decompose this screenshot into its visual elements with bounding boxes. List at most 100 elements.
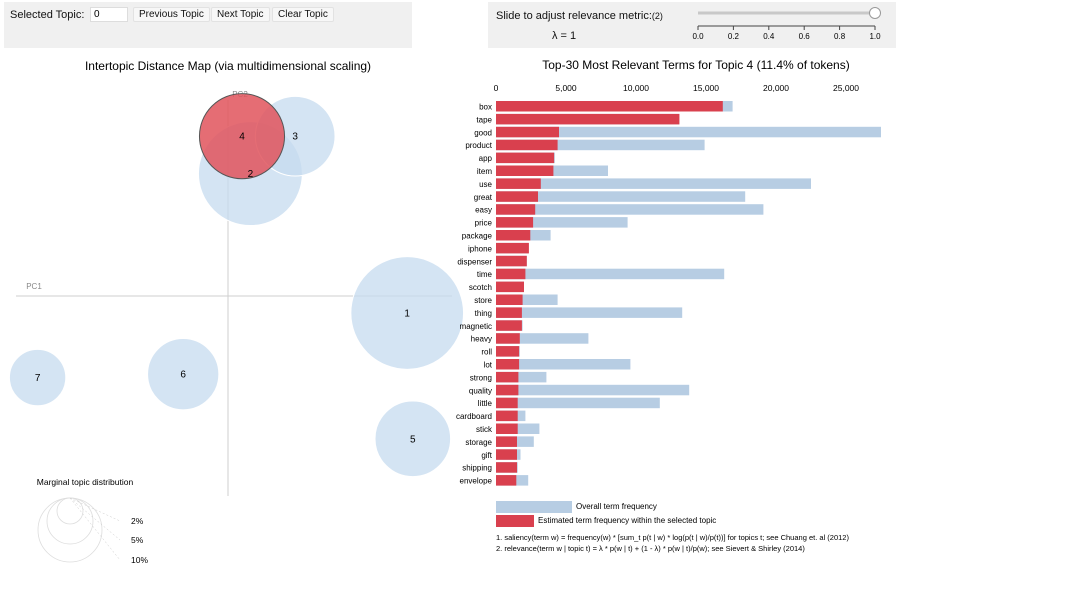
- term-label[interactable]: cardboard: [456, 412, 492, 421]
- term-label[interactable]: tape: [476, 115, 492, 124]
- term-label[interactable]: quality: [469, 386, 492, 395]
- topic-label-5: 5: [410, 434, 416, 445]
- topic-bubble-2[interactable]: [197, 121, 303, 227]
- term-label[interactable]: thing: [475, 309, 492, 318]
- x-tick-label: 10,000: [623, 83, 649, 93]
- term-label[interactable]: box: [479, 103, 492, 112]
- estimated-frequency-bar: [496, 165, 554, 176]
- slider-tick-label: 0.2: [728, 32, 740, 41]
- term-label[interactable]: easy: [475, 206, 492, 215]
- estimated-frequency-bar: [496, 423, 518, 434]
- x-tick-label: 5,000: [555, 83, 577, 93]
- marginal-label-10: 10%: [131, 555, 148, 565]
- overall-frequency-bar: [496, 113, 680, 125]
- term-label[interactable]: package: [462, 232, 493, 241]
- overall-frequency-bar: [496, 384, 690, 396]
- legend-estimated-swatch: [496, 515, 534, 527]
- topic-label-1: 1: [404, 309, 410, 320]
- topic-label-3: 3: [292, 132, 298, 143]
- estimated-frequency-bar: [496, 449, 517, 460]
- overall-frequency-bar: [496, 139, 705, 151]
- term-label[interactable]: lot: [484, 361, 493, 370]
- topic-bubble-3[interactable]: [254, 95, 336, 177]
- term-label[interactable]: great: [474, 193, 493, 202]
- estimated-frequency-bar: [496, 294, 523, 305]
- topic-bubble-5[interactable]: [374, 400, 452, 478]
- relevance-slider-panel: Slide to adjust relevance metric:(2) λ =…: [488, 2, 896, 48]
- topic-bubble-6[interactable]: [147, 338, 220, 411]
- estimated-frequency-bar: [496, 204, 536, 215]
- term-label[interactable]: storage: [465, 438, 492, 447]
- term-label[interactable]: good: [474, 128, 492, 137]
- term-label[interactable]: envelope: [460, 477, 493, 486]
- pc1-axis-label: PC1: [26, 282, 42, 291]
- clear-topic-button[interactable]: Clear Topic: [272, 7, 334, 22]
- term-label[interactable]: dispenser: [457, 257, 492, 266]
- overall-frequency-bar: [496, 320, 523, 331]
- map-title: Intertopic Distance Map (via multidimens…: [85, 59, 371, 73]
- marginal-label-2: 2%: [131, 516, 144, 526]
- slider-handle[interactable]: [869, 7, 881, 19]
- estimated-frequency-bar: [496, 333, 520, 344]
- estimated-frequency-bar: [496, 242, 529, 254]
- estimated-frequency-bar: [496, 384, 519, 396]
- overall-frequency-bar: [496, 307, 683, 318]
- overall-frequency-bar: [496, 242, 529, 254]
- overall-frequency-bar: [496, 281, 524, 293]
- estimated-frequency-bar: [496, 152, 555, 164]
- relevance-slider[interactable]: 0.0 0.2 0.4 0.6 0.8 1.0: [488, 2, 896, 48]
- topic-bubble-7[interactable]: [8, 348, 67, 407]
- slider-tick-label: 0.0: [692, 32, 704, 41]
- term-label[interactable]: store: [474, 296, 492, 305]
- term-label[interactable]: app: [479, 154, 493, 163]
- marginal-circle-2: [56, 497, 84, 525]
- topic-control-panel: Selected Topic: Previous Topic Next Topi…: [4, 2, 412, 48]
- estimated-frequency-bar: [496, 307, 522, 318]
- selected-topic-label: Selected Topic:: [10, 9, 85, 21]
- term-label[interactable]: strong: [470, 373, 492, 382]
- term-label[interactable]: item: [477, 167, 492, 176]
- x-tick-label: 0: [494, 83, 499, 93]
- term-label[interactable]: price: [475, 219, 493, 228]
- overall-frequency-bar: [496, 165, 608, 176]
- relevance-footnote: 2. relevance(term w | topic t) = λ * p(w…: [496, 544, 805, 553]
- term-label[interactable]: use: [479, 180, 492, 189]
- estimated-frequency-bar: [496, 462, 517, 473]
- term-label[interactable]: shipping: [462, 464, 492, 473]
- term-label[interactable]: product: [465, 141, 492, 150]
- overall-frequency-bar: [496, 436, 534, 447]
- selected-topic-input[interactable]: [90, 7, 128, 22]
- estimated-frequency-bar: [496, 101, 723, 112]
- estimated-frequency-bar: [496, 410, 518, 422]
- topic-bubble-4[interactable]: [198, 93, 286, 180]
- topic-bubble-1[interactable]: [350, 256, 465, 370]
- legend-overall-label: Overall term frequency: [576, 502, 657, 511]
- overall-frequency-bar: [496, 255, 527, 267]
- slider-tick-label: 0.4: [763, 32, 775, 41]
- overall-frequency-bar: [496, 333, 589, 344]
- term-label[interactable]: time: [477, 270, 493, 279]
- slider-footnote-ref: (2): [651, 11, 663, 21]
- term-label[interactable]: magnetic: [460, 322, 492, 331]
- term-label[interactable]: little: [478, 399, 493, 408]
- term-label[interactable]: heavy: [471, 335, 492, 344]
- estimated-frequency-bar: [496, 139, 558, 151]
- term-label[interactable]: gift: [481, 451, 492, 460]
- overall-frequency-bar: [496, 178, 811, 189]
- term-label[interactable]: roll: [481, 348, 492, 357]
- previous-topic-button[interactable]: Previous Topic: [133, 7, 210, 22]
- overall-frequency-bar: [496, 371, 547, 383]
- term-label[interactable]: iphone: [468, 244, 493, 253]
- estimated-frequency-bar: [496, 255, 527, 267]
- next-topic-button[interactable]: Next Topic: [211, 7, 270, 22]
- x-tick-label: 25,000: [833, 83, 859, 93]
- marginal-label-5: 5%: [131, 535, 144, 545]
- term-label[interactable]: stick: [476, 425, 493, 434]
- saliency-footnote: 1. saliency(term w) = frequency(w) * [su…: [496, 533, 849, 542]
- estimated-frequency-bar: [496, 359, 520, 370]
- estimated-frequency-bar: [496, 191, 538, 202]
- estimated-frequency-bar: [496, 281, 524, 293]
- marginal-guide-line: [69, 497, 121, 561]
- term-label[interactable]: scotch: [469, 283, 492, 292]
